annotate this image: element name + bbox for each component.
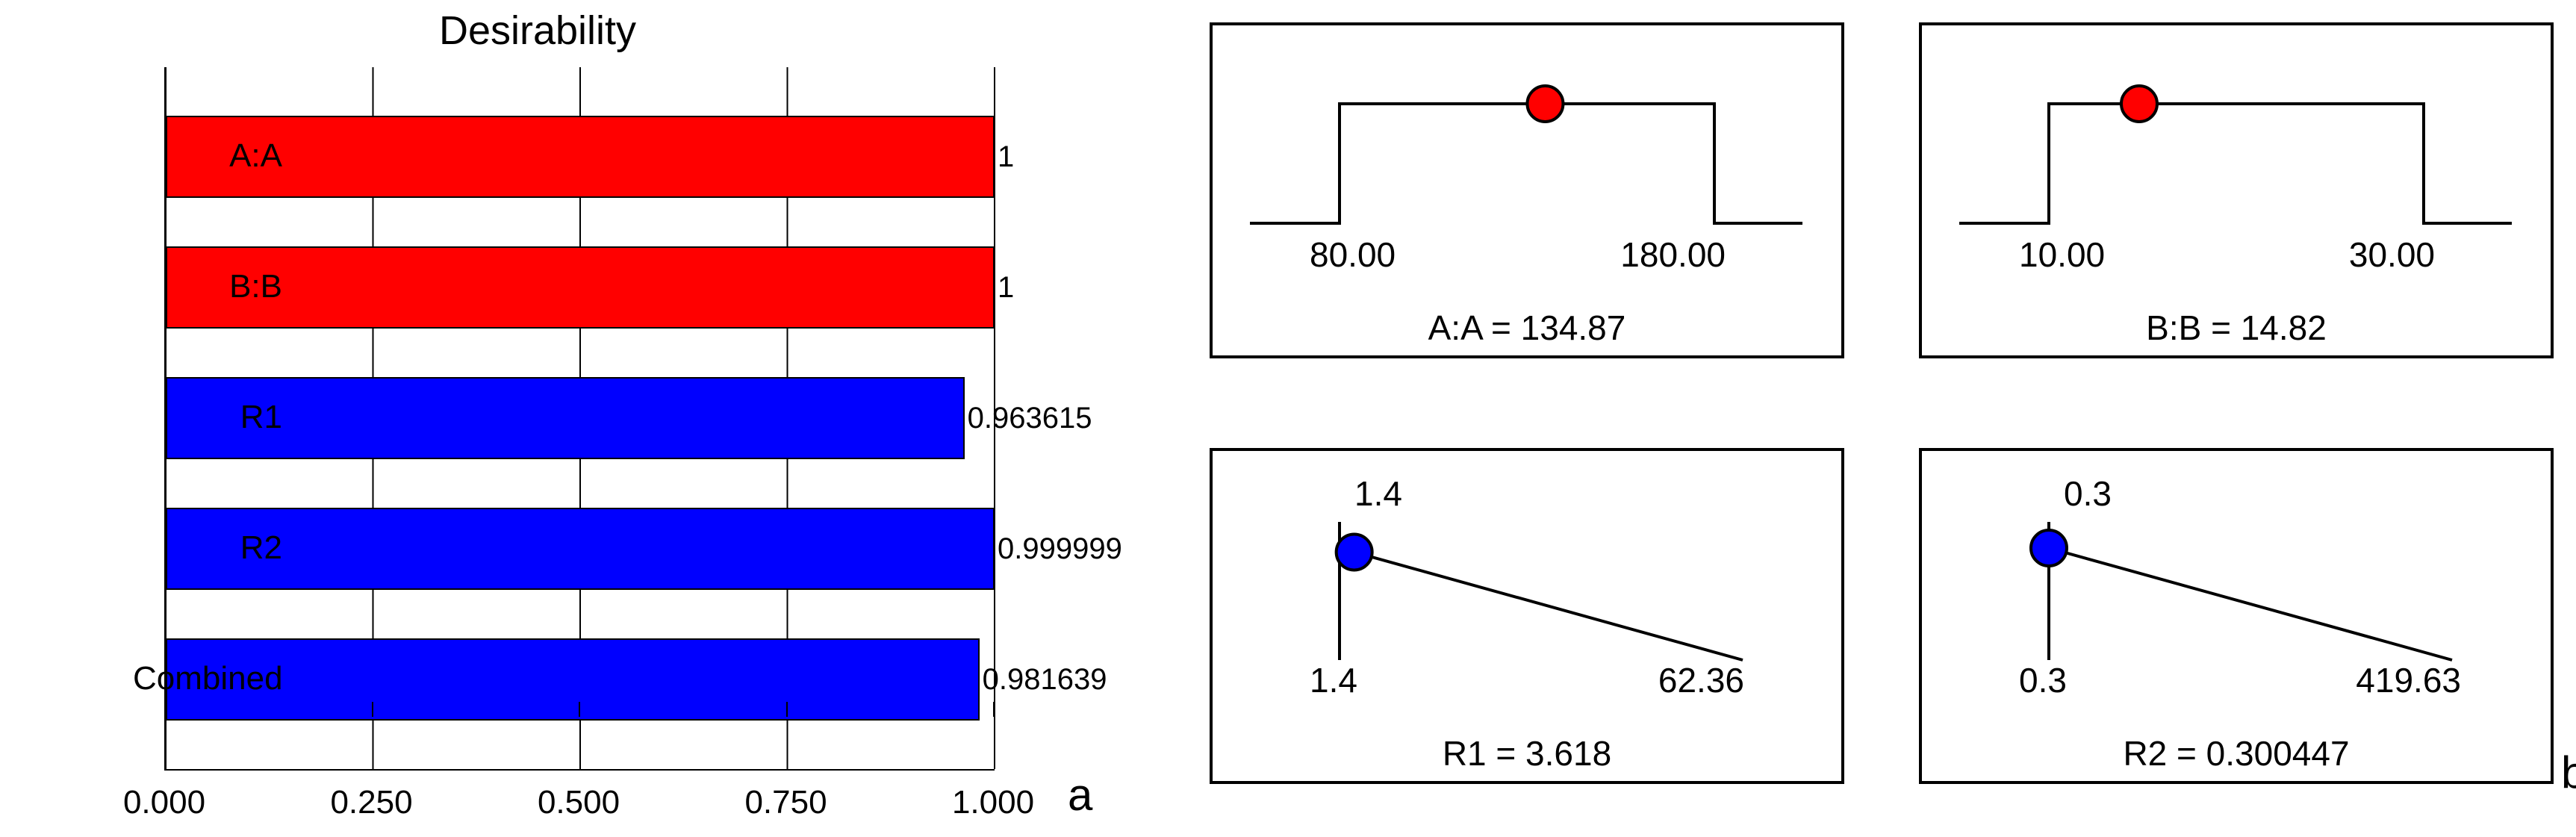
bar-chart-area [164,67,995,771]
bar-category-label: Combined [133,660,282,697]
x-tick [579,702,580,717]
ramp-panel-aa: 80.00 180.00 A:A = 134.87 [1210,22,1844,358]
panel-a-title: Desirability [0,7,1075,54]
ramp-bottom-right-label: 62.36 [1658,660,1744,700]
x-tick [993,702,995,717]
bar [166,116,995,198]
ramp-svg [1922,451,2551,781]
bar-category-label: B:B [133,268,282,305]
ramp-line [1340,548,1743,660]
ramp-caption-prefix: A:A = [1428,308,1521,347]
x-tick [372,702,373,717]
ramp-bottom-left-label: 0.3 [2019,660,2067,700]
bar-value-label: 0.999999 [998,532,1122,566]
ramp-panel-r1: 1.4 1.4 62.36 R1 = 3.618 [1210,448,1844,784]
ramp-caption-prefix: R2 = [2123,734,2206,773]
ramp-panel-r2: 0.3 0.3 419.63 R2 = 0.300447 [1919,448,2554,784]
bar-fill [166,246,995,329]
ramp-marker [2031,530,2067,566]
x-tick-label: 0.250 [330,784,412,821]
ramp-caption-prefix: R1 = [1443,734,1525,773]
ramp-line [2049,548,2452,660]
ramp-top-left-label: 1.4 [1354,473,1402,514]
ramp-svg [1922,25,2551,355]
bar-value-label: 0.963615 [968,402,1092,435]
ramp-caption: B:B = 14.82 [1922,308,2551,348]
ramp-marker [1527,86,1563,122]
x-tick-label: 0.500 [538,784,620,821]
ramp-caption-value: 0.300447 [2206,734,2350,773]
bar-fill [166,508,995,590]
ramp-top-left-label: 0.3 [2064,473,2112,514]
bar-category-label: R1 [133,399,282,436]
x-tick [786,702,788,717]
ramp-caption-value: 3.618 [1525,734,1611,773]
bar-category-label: R2 [133,529,282,567]
ramp-high-label: 180.00 [1620,234,1726,275]
bar-fill [166,116,995,198]
ramp-line [1250,104,1802,223]
bar-value-label: 0.981639 [983,663,1107,697]
bar-fill [166,377,965,459]
ramp-high-label: 30.00 [2349,234,2435,275]
figure-root: Desirability 0.000 0.250 0.500 0.750 1.0… [0,0,2576,837]
bar-value-label: 1 [998,140,1014,174]
ramp-svg [1213,451,1841,781]
bar-category-label: A:A [133,137,282,175]
bar [166,377,965,459]
bar-value-label: 1 [998,271,1014,305]
ramp-bottom-left-label: 1.4 [1310,660,1357,700]
ramp-caption: A:A = 134.87 [1213,308,1841,348]
bar [166,638,980,721]
ramp-marker [1337,534,1372,570]
ramp-line [1959,104,2512,223]
ramp-svg [1213,25,1841,355]
ramp-caption: R1 = 3.618 [1213,733,1841,774]
x-tick-label: 0.000 [123,784,205,821]
ramp-low-label: 80.00 [1310,234,1396,275]
panel-a-letter: a [1068,769,1092,821]
panel-b: 80.00 180.00 A:A = 134.87 10.00 30.00 B:… [1120,0,2576,837]
bar-fill [166,638,980,721]
bar [166,508,995,590]
x-tick-label: 1.000 [952,784,1034,821]
panel-b-letter: b [2561,747,2576,798]
ramp-low-label: 10.00 [2019,234,2105,275]
ramp-marker [2121,86,2157,122]
ramp-caption-value: 14.82 [2241,308,2327,347]
x-tick-label: 0.750 [744,784,827,821]
x-tick [164,702,166,717]
ramp-bottom-right-label: 419.63 [2356,660,2461,700]
panel-a: Desirability 0.000 0.250 0.500 0.750 1.0… [0,0,1120,837]
ramp-caption-prefix: B:B = [2146,308,2241,347]
ramp-panel-bb: 10.00 30.00 B:B = 14.82 [1919,22,2554,358]
bar [166,246,995,329]
ramp-caption: R2 = 0.300447 [1922,733,2551,774]
ramp-caption-value: 134.87 [1521,308,1626,347]
